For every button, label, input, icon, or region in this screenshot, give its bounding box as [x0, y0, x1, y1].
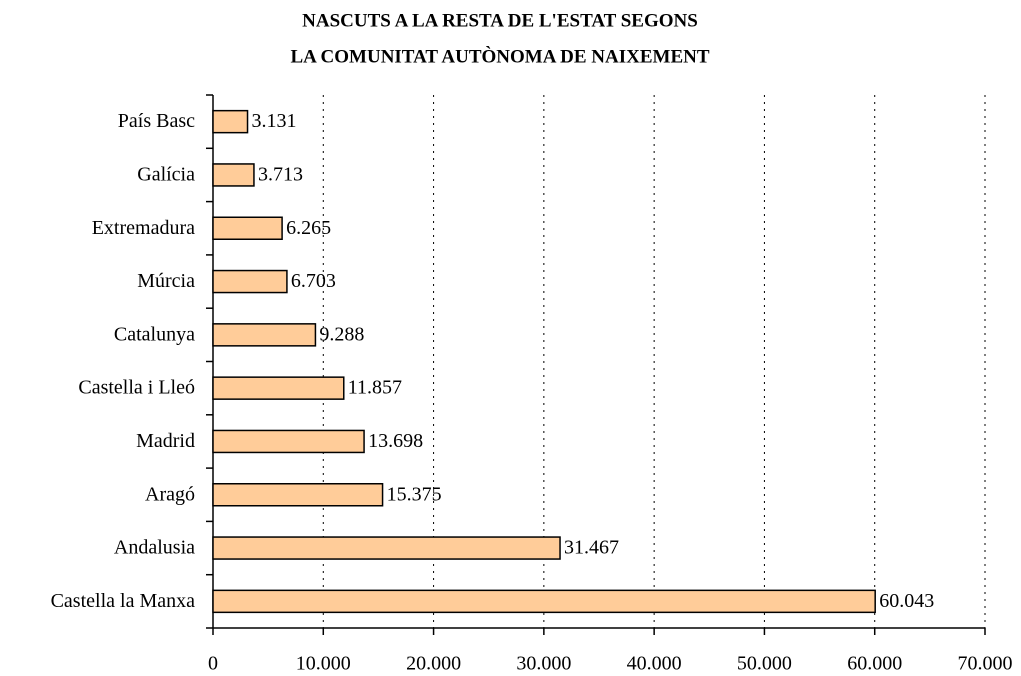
- x-tick-label: 40.000: [627, 653, 682, 675]
- x-tick-label: 20.000: [406, 653, 461, 675]
- y-tick-label: Andalusia: [114, 537, 195, 559]
- data-label: 6.703: [291, 270, 336, 292]
- x-tick-label: 30.000: [516, 653, 571, 675]
- bar: [212, 109, 249, 134]
- y-tick-label: Galícia: [137, 164, 195, 186]
- x-tick-label: 50.000: [737, 653, 792, 675]
- y-tick-label: Aragó: [145, 483, 195, 505]
- x-tick-label: 70.000: [958, 653, 1013, 675]
- data-label: 9.288: [319, 323, 364, 345]
- data-label: 15.375: [387, 483, 442, 505]
- bar: [212, 483, 384, 507]
- bar: [212, 376, 345, 400]
- y-tick-label: País Basc: [118, 110, 195, 132]
- x-tick-label: 10.000: [296, 653, 351, 675]
- bar: [212, 216, 283, 240]
- y-tick-label: Catalunya: [114, 323, 195, 345]
- bar: [212, 589, 876, 614]
- x-tick-label: 60.000: [847, 653, 902, 675]
- data-label: 11.857: [348, 377, 402, 399]
- data-label: 60.043: [879, 590, 934, 612]
- bar: [212, 323, 317, 347]
- bar: [212, 163, 255, 187]
- chart-title: LA COMUNITAT AUTÒNOMA DE NAIXEMENT: [290, 45, 709, 67]
- data-label: 6.265: [286, 217, 331, 239]
- bar: [212, 269, 288, 294]
- y-tick-label: Múrcia: [137, 270, 195, 292]
- chart-title: NASCUTS A LA RESTA DE L'ESTAT SEGONS: [302, 10, 698, 31]
- y-tick-label: Castella la Manxa: [51, 590, 196, 612]
- bar: [212, 429, 365, 454]
- data-label: 3.713: [258, 164, 303, 186]
- data-label: 3.131: [252, 110, 297, 132]
- x-tick-label: 0: [208, 653, 218, 675]
- bar: [212, 536, 561, 560]
- y-tick-label: Extremadura: [92, 217, 195, 239]
- y-tick-label: Madrid: [136, 430, 195, 452]
- y-tick-label: Castella i Lleó: [78, 377, 195, 399]
- data-label: 13.698: [368, 430, 423, 452]
- data-label: 31.467: [564, 537, 619, 559]
